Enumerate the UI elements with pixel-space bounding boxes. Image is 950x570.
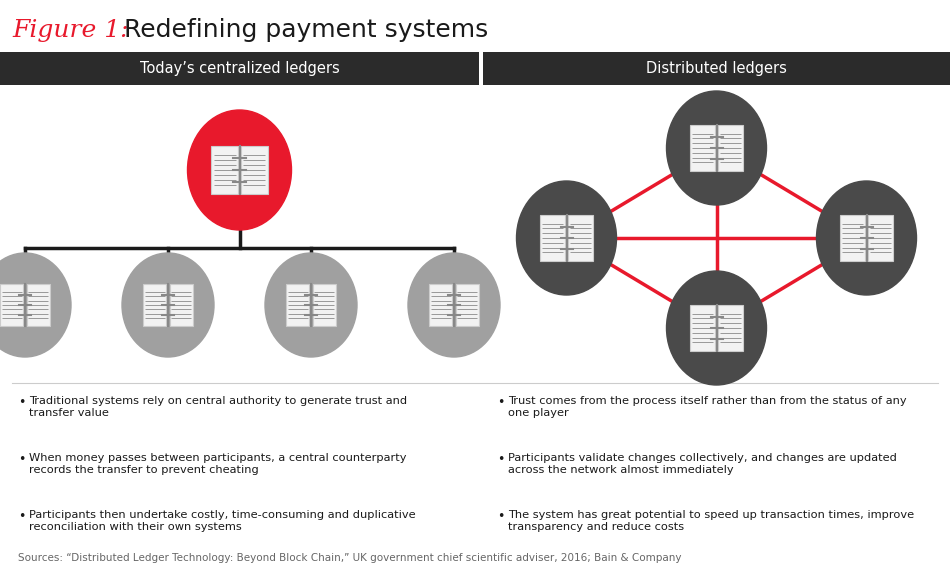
FancyBboxPatch shape bbox=[568, 215, 594, 261]
FancyBboxPatch shape bbox=[868, 215, 893, 261]
Ellipse shape bbox=[265, 253, 357, 357]
Ellipse shape bbox=[0, 253, 71, 357]
FancyBboxPatch shape bbox=[840, 215, 864, 261]
Text: Figure 1:: Figure 1: bbox=[12, 18, 128, 42]
FancyBboxPatch shape bbox=[455, 284, 479, 326]
Text: Redefining payment systems: Redefining payment systems bbox=[116, 18, 488, 42]
FancyBboxPatch shape bbox=[169, 284, 193, 326]
Ellipse shape bbox=[667, 271, 767, 385]
Text: Participants validate changes collectively, and changes are updated
across the n: Participants validate changes collective… bbox=[508, 453, 897, 475]
Text: Sources: “Distributed Ledger Technology: Beyond Block Chain,” UK government chie: Sources: “Distributed Ledger Technology:… bbox=[18, 553, 681, 563]
Text: When money passes between participants, a central counterparty
records the trans: When money passes between participants, … bbox=[29, 453, 407, 475]
FancyBboxPatch shape bbox=[241, 146, 268, 194]
Text: Participants then undertake costly, time-consuming and duplicative
reconciliatio: Participants then undertake costly, time… bbox=[29, 510, 416, 532]
FancyBboxPatch shape bbox=[0, 52, 479, 85]
Text: •: • bbox=[497, 396, 504, 409]
Ellipse shape bbox=[667, 91, 767, 205]
Text: •: • bbox=[497, 453, 504, 466]
FancyBboxPatch shape bbox=[27, 284, 49, 326]
Ellipse shape bbox=[122, 253, 214, 357]
FancyBboxPatch shape bbox=[540, 215, 565, 261]
Text: Distributed ledgers: Distributed ledgers bbox=[646, 61, 787, 76]
Text: Today’s centralized ledgers: Today’s centralized ledgers bbox=[140, 61, 339, 76]
Ellipse shape bbox=[816, 181, 917, 295]
FancyBboxPatch shape bbox=[429, 284, 452, 326]
Ellipse shape bbox=[517, 181, 617, 295]
FancyBboxPatch shape bbox=[286, 284, 310, 326]
FancyBboxPatch shape bbox=[313, 284, 335, 326]
FancyBboxPatch shape bbox=[212, 146, 238, 194]
Text: •: • bbox=[497, 510, 504, 523]
FancyBboxPatch shape bbox=[718, 305, 744, 351]
Text: Trust comes from the process itself rather than from the status of any
one playe: Trust comes from the process itself rath… bbox=[508, 396, 906, 418]
FancyBboxPatch shape bbox=[483, 52, 950, 85]
Text: •: • bbox=[18, 396, 26, 409]
Text: •: • bbox=[18, 510, 26, 523]
Text: The system has great potential to speed up transaction times, improve
transparen: The system has great potential to speed … bbox=[508, 510, 914, 532]
FancyBboxPatch shape bbox=[143, 284, 166, 326]
Text: •: • bbox=[18, 453, 26, 466]
Ellipse shape bbox=[187, 110, 292, 230]
FancyBboxPatch shape bbox=[690, 125, 714, 171]
FancyBboxPatch shape bbox=[0, 284, 24, 326]
FancyBboxPatch shape bbox=[690, 305, 714, 351]
Ellipse shape bbox=[408, 253, 500, 357]
FancyBboxPatch shape bbox=[718, 125, 744, 171]
Text: Traditional systems rely on central authority to generate trust and
transfer val: Traditional systems rely on central auth… bbox=[29, 396, 408, 418]
